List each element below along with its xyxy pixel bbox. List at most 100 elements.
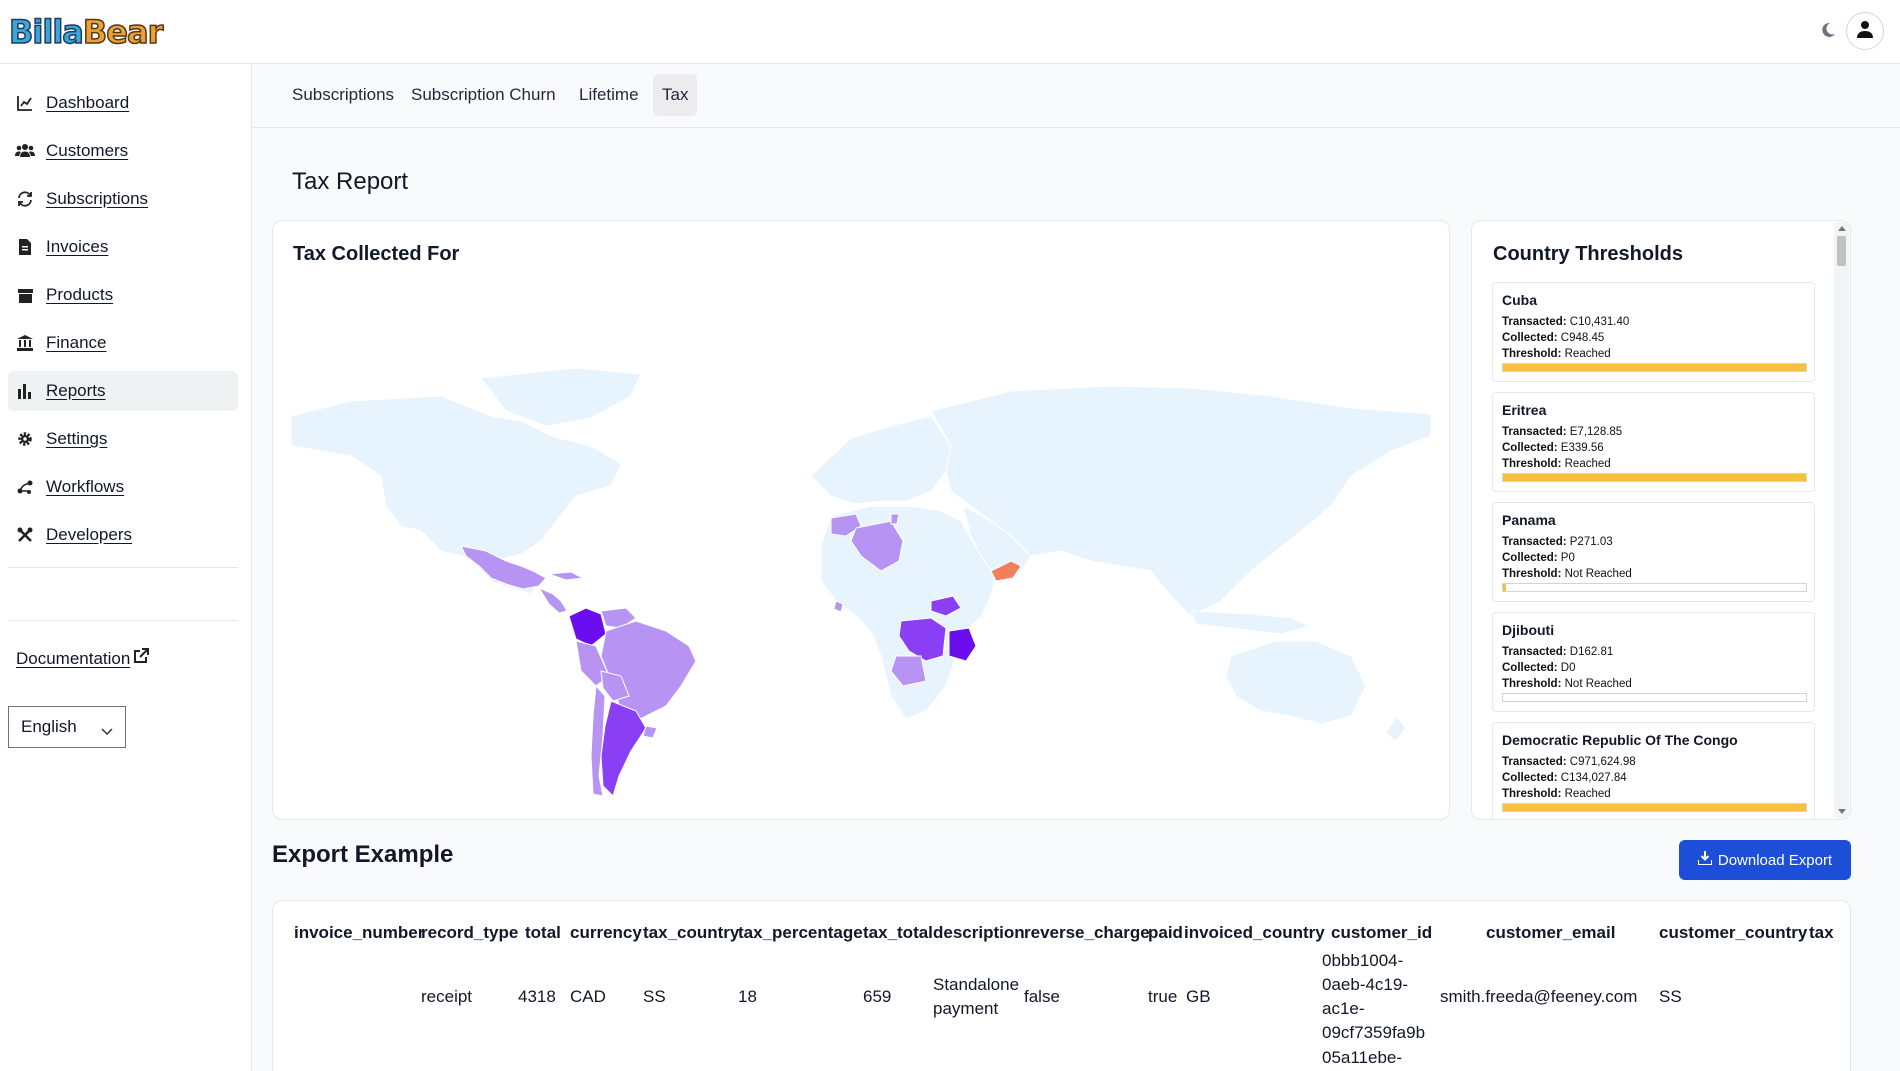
- country-thresholds-card: Country Thresholds Cuba Transacted: C10,…: [1471, 220, 1851, 820]
- threshold-status: Threshold: Reached: [1502, 458, 1611, 470]
- download-export-button[interactable]: Download Export: [1679, 840, 1851, 880]
- top-bar: Billa Bear: [0, 0, 1900, 64]
- cell-tax-percentage: 18: [738, 987, 757, 1006]
- threshold-transacted: Transacted: E7,128.85: [1502, 426, 1622, 438]
- threshold-value: Reached: [1564, 458, 1611, 470]
- threshold-transacted: Transacted: P271.03: [1502, 536, 1613, 548]
- bar-chart-icon: [15, 381, 35, 401]
- cell-record-type: receipt: [421, 987, 473, 1006]
- threshold-country-name: Eritrea: [1502, 402, 1547, 418]
- sidebar-item-finance[interactable]: Finance: [8, 323, 238, 363]
- collected-label: Collected:: [1502, 442, 1558, 454]
- transacted-label: Transacted:: [1502, 646, 1567, 658]
- world-map[interactable]: [291, 356, 1431, 796]
- threshold-progress-bar: [1502, 803, 1807, 812]
- language-select[interactable]: English: [8, 706, 126, 748]
- sidebar-item-reports[interactable]: Reports: [8, 371, 238, 411]
- tab-subscriptions[interactable]: Subscriptions: [292, 85, 395, 104]
- download-export-label: Download Export: [1717, 851, 1833, 869]
- map-middle-east: [962, 505, 1032, 577]
- tab-subscription-churn[interactable]: Subscription Churn: [411, 85, 556, 104]
- collected-label: Collected:: [1502, 772, 1558, 784]
- map-south-sudan: [930, 595, 962, 617]
- column-header: record_type: [421, 923, 519, 942]
- sidebar-item-customers[interactable]: Customers: [8, 131, 238, 171]
- tab-lifetime[interactable]: Lifetime: [579, 85, 639, 104]
- threshold-collected: Collected: C134,027.84: [1502, 772, 1627, 784]
- threshold-label: Threshold:: [1502, 568, 1562, 580]
- threshold-item-djibouti: Djibouti Transacted: D162.81 Collected: …: [1492, 612, 1815, 712]
- logo-part-billa: Billa: [8, 12, 84, 52]
- threshold-value: Not Reached: [1564, 678, 1632, 690]
- logo-part-bear: Bear: [82, 12, 164, 52]
- user-menu-button[interactable]: [1846, 12, 1884, 50]
- threshold-collected: Collected: P0: [1502, 552, 1575, 564]
- dark-mode-moon-icon[interactable]: [1818, 20, 1838, 40]
- cell-customer-id-line: 0aeb-4c19-: [1322, 975, 1409, 994]
- cell-customer-id-line: 0bbb1004-: [1322, 951, 1404, 970]
- tab-tax[interactable]: Tax: [653, 74, 698, 116]
- box-icon: [15, 285, 35, 305]
- threshold-label: Threshold:: [1502, 678, 1562, 690]
- cell-tax-country: SS: [643, 987, 666, 1006]
- bank-icon: [15, 333, 35, 353]
- sidebar-item-dashboard[interactable]: Dashboard: [8, 83, 238, 123]
- cell-reverse-charge: false: [1024, 987, 1060, 1006]
- transacted-label: Transacted:: [1502, 756, 1567, 768]
- column-header: reverse_charge: [1024, 923, 1150, 942]
- scroll-up-arrow-icon[interactable]: [1838, 226, 1846, 231]
- column-header: currency: [570, 923, 642, 942]
- sidebar-item-settings[interactable]: Settings: [8, 419, 238, 459]
- sidebar-item-label: Dashboard: [46, 93, 130, 112]
- map-morocco: [830, 513, 862, 537]
- threshold-progress-bar: [1502, 363, 1807, 372]
- column-header: invoiced_country: [1184, 923, 1325, 942]
- threshold-label: Threshold:: [1502, 458, 1562, 470]
- column-header: customer_country: [1659, 923, 1808, 942]
- map-africa: [820, 505, 997, 720]
- documentation-link[interactable]: Documentation: [16, 648, 150, 669]
- map-colombia: [568, 607, 607, 647]
- refresh-icon: [15, 189, 35, 209]
- collected-value: P0: [1560, 552, 1575, 564]
- sidebar-item-label: Reports: [46, 381, 106, 400]
- collected-label: Collected:: [1502, 552, 1558, 564]
- column-header: tax: [1809, 923, 1834, 942]
- sidebar-item-products[interactable]: Products: [8, 275, 238, 315]
- threshold-collected: Collected: E339.56: [1502, 442, 1604, 454]
- map-yemen-oman: [990, 560, 1022, 582]
- threshold-value: Reached: [1564, 788, 1611, 800]
- map-indonesia: [1190, 610, 1313, 635]
- threshold-transacted: Transacted: D162.81: [1502, 646, 1613, 658]
- collected-value: E339.56: [1560, 442, 1604, 454]
- sidebar-item-label: Invoices: [46, 237, 109, 256]
- thresholds-scrollbar[interactable]: [1834, 222, 1849, 818]
- collected-label: Collected:: [1502, 662, 1558, 674]
- transacted-label: Transacted:: [1502, 316, 1567, 328]
- export-section-title: Export Example: [272, 841, 454, 868]
- map-congo: [898, 617, 947, 662]
- billabear-logo[interactable]: Billa Bear: [8, 10, 164, 54]
- threshold-progress-fill: [1503, 474, 1806, 481]
- threshold-label: Threshold:: [1502, 788, 1562, 800]
- invoice-icon: [15, 237, 35, 257]
- scrollbar-thumb[interactable]: [1837, 236, 1846, 266]
- column-header: description: [933, 923, 1025, 942]
- sidebar-item-invoices[interactable]: Invoices: [8, 227, 238, 267]
- scroll-down-arrow-icon[interactable]: [1838, 809, 1846, 814]
- sidebar-item-developers[interactable]: Developers: [8, 515, 238, 555]
- column-header: total: [525, 923, 561, 942]
- threshold-progress-fill: [1503, 364, 1806, 371]
- transacted-label: Transacted:: [1502, 426, 1567, 438]
- sidebar-item-workflows[interactable]: Workflows: [8, 467, 238, 507]
- cell-description-line2: payment: [933, 999, 999, 1018]
- transacted-value: E7,128.85: [1569, 426, 1623, 438]
- threshold-progress-fill: [1503, 804, 1806, 811]
- cell-customer-country: SS: [1659, 987, 1682, 1006]
- chart-line-icon: [15, 93, 35, 113]
- column-header: tax_percentage: [738, 923, 863, 942]
- sidebar-item-subscriptions[interactable]: Subscriptions: [8, 179, 238, 219]
- map-west-africa-dot: [833, 600, 844, 613]
- map-central-america: [537, 586, 568, 614]
- tax-map-card: Tax Collected For: [272, 220, 1450, 820]
